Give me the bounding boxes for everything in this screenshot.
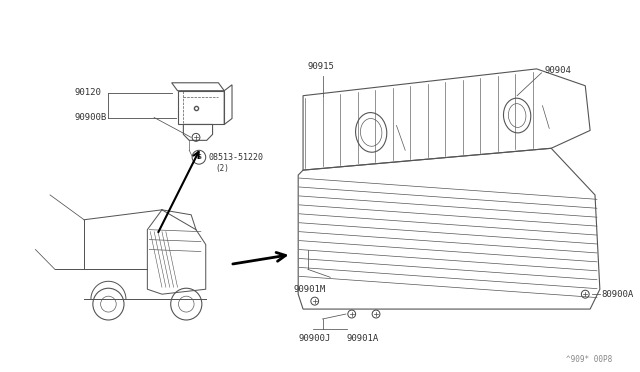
Text: 90900J: 90900J [298, 334, 330, 343]
Text: 90120: 90120 [74, 88, 101, 97]
Text: 90900B: 90900B [74, 113, 107, 122]
Text: 90904: 90904 [545, 66, 572, 76]
Text: 80900A: 80900A [602, 290, 634, 299]
Text: 90901M: 90901M [293, 285, 326, 294]
Text: ^909* 00P8: ^909* 00P8 [566, 355, 612, 364]
Text: 08513-51220: 08513-51220 [209, 153, 264, 162]
Text: (2): (2) [216, 164, 229, 173]
Text: 90901A: 90901A [347, 334, 379, 343]
Text: S: S [196, 154, 202, 160]
Text: 90915: 90915 [308, 62, 335, 71]
